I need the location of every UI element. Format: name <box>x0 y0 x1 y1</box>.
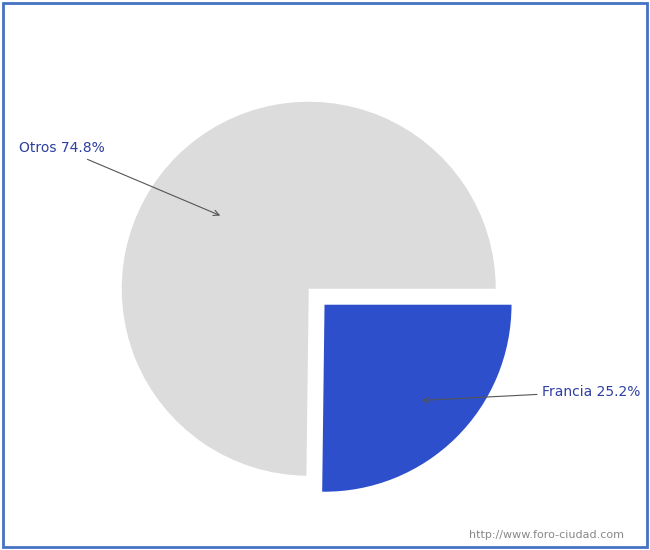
Wedge shape <box>322 305 512 492</box>
Text: Francia 25.2%: Francia 25.2% <box>423 384 641 403</box>
Text: Otros 74.8%: Otros 74.8% <box>19 141 219 216</box>
Text: Alcalá del Júcar - Turistas extranjeros según país - Abril de 2024: Alcalá del Júcar - Turistas extranjeros … <box>68 17 582 34</box>
Text: http://www.foro-ciudad.com: http://www.foro-ciudad.com <box>469 530 624 540</box>
Wedge shape <box>122 102 496 476</box>
